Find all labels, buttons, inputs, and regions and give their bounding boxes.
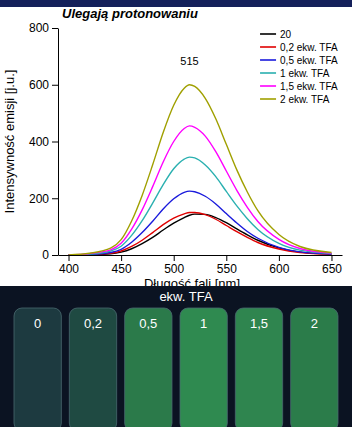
legend-swatch [260,46,276,48]
legend-item: 2 ekw. TFA [260,94,330,105]
vial [291,308,338,427]
y-tick: 400 [29,135,58,149]
y-tick-mark [52,85,58,86]
x-tick-mark [69,255,70,261]
x-axis-line [59,255,343,256]
y-tick-mark [52,28,58,29]
x-tick-label: 650 [322,262,342,276]
peak-annotation: 515 [180,55,198,67]
x-tick-label: 600 [269,262,289,276]
legend-swatch [260,33,276,35]
legend-label: 1,5 ekw. TFA [280,81,338,92]
legend-item: 20 [260,29,292,40]
x-tick: 400 [59,255,79,276]
legend: 20 0,2 ekw. TFA 0,5 ekw. TFA 1 ekw. TFA 1,5 … [260,29,338,105]
legend-label: 1 ekw. TFA [280,68,330,79]
x-tick-label: 400 [59,262,79,276]
y-tick-label: 800 [29,21,49,35]
x-tick-mark [174,255,175,261]
x-tick: 650 [322,255,342,276]
photo-title: ekw. TFA [159,289,213,304]
vial-label: 0,2 [84,316,102,331]
y-axis: 0 200 400 600 800 [29,21,59,262]
vial [125,308,172,427]
y-tick: 600 [29,78,58,92]
legend-item: 1,5 ekw. TFA [260,81,338,92]
legend-item: 1 ekw. TFA [260,68,330,79]
spectrum-line [69,157,332,255]
x-tick: 500 [164,255,184,276]
legend-swatch [260,85,276,87]
y-tick: 200 [29,192,58,206]
spectrum-line [69,126,332,255]
vial [235,308,282,427]
y-axis-line [58,29,59,256]
y-tick: 0 [42,248,58,262]
x-tick-mark [226,255,227,261]
y-axis-title: Intensywność emisji [j.u.] [2,70,17,214]
y-tick-mark [52,142,58,143]
x-tick-label: 550 [217,262,237,276]
vial [69,308,116,427]
y-tick-label: 0 [42,248,49,262]
x-axis: 400 450 500 550 600 650 [59,255,343,276]
y-tick: 800 [29,21,58,35]
legend-swatch [260,72,276,74]
vial-photo: 0 0,2 0,5 1 1,5 2 ekw. TFA [0,286,352,427]
x-tick-mark [279,255,280,261]
y-tick-label: 400 [29,135,49,149]
vial-label: 0 [34,316,41,331]
y-tick-mark [52,198,58,199]
legend-item: 0,5 ekw. TFA [260,55,338,66]
x-tick-label: 500 [164,262,184,276]
legend-label: 20 [280,29,292,40]
vial-label: 1,5 [250,316,268,331]
x-tick-mark [331,255,332,261]
legend-label: 0,2 ekw. TFA [280,42,338,53]
legend-swatch [260,98,276,100]
x-tick-mark [121,255,122,261]
x-tick-label: 450 [112,262,132,276]
vial-label: 0,5 [139,316,157,331]
figure: Ulegają protonowaniu 400 450 500 550 600 650 0 2… [0,0,352,427]
spectrum-line [69,85,332,255]
x-tick: 600 [269,255,289,276]
x-tick: 450 [112,255,132,276]
y-tick-mark [52,255,58,256]
vial-label: 1 [200,316,207,331]
plot-area [69,85,332,255]
legend-item: 0,2 ekw. TFA [260,42,338,53]
chart-title: Ulegają protonowaniu [62,6,198,21]
vial [14,308,61,427]
y-tick-label: 200 [29,192,49,206]
vial-label: 2 [311,316,318,331]
legend-swatch [260,59,276,61]
x-tick: 550 [217,255,237,276]
y-tick-label: 600 [29,78,49,92]
vial [180,308,227,427]
legend-label: 0,5 ekw. TFA [280,55,338,66]
legend-label: 2 ekw. TFA [280,94,330,105]
